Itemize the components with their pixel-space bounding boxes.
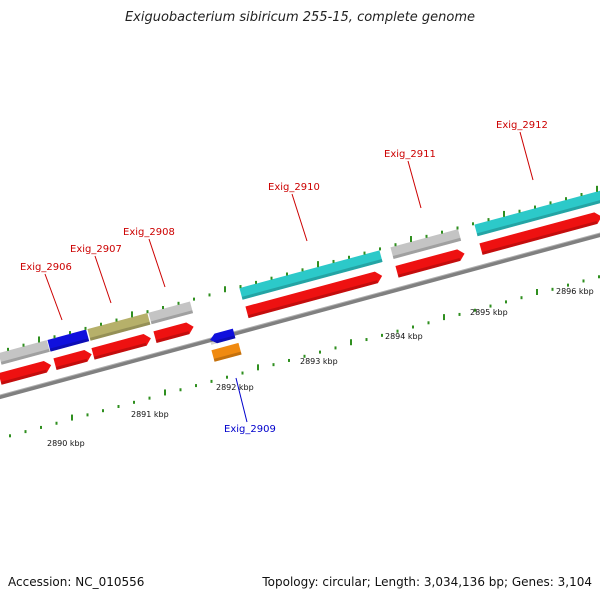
cds-arrow-3[interactable]	[91, 332, 152, 360]
cds-arrow-1[interactable]	[0, 359, 53, 385]
cyan-gene-bar-2-shade	[476, 199, 600, 237]
cds-arrow-6[interactable]	[395, 248, 466, 278]
grey-gene-bar-3-shade	[392, 237, 462, 259]
blue-gene-bar[interactable]	[47, 329, 90, 352]
cds-arrow-2[interactable]	[53, 348, 93, 370]
leader-line-exig_2908	[148, 238, 166, 288]
cds-arrow-2-shade	[55, 358, 88, 370]
cds-arrow-4-shade	[155, 331, 190, 343]
olive-gene-bar-shape	[87, 313, 151, 341]
leader-line-exig_2906	[44, 273, 63, 321]
gene-label-exig_2906[interactable]: Exig_2906	[20, 262, 72, 273]
genome-backbone	[0, 232, 600, 400]
leader-line-exig_2910	[291, 193, 308, 242]
gene-label-exig_2909[interactable]: Exig_2909	[224, 424, 276, 435]
genome-summary-text: Topology: circular; Length: 3,034,136 bp…	[262, 575, 592, 589]
cds-arrow-3-shape	[91, 334, 151, 360]
grey-gene-bar-2-shape	[148, 301, 194, 325]
orange-gene-bar-shade	[213, 351, 242, 362]
kbp-label-7: 2896 kbp	[556, 287, 594, 296]
cds-arrow-5-shape	[245, 271, 383, 319]
reverse-blue-arrow[interactable]	[209, 328, 236, 345]
reverse-blue-arrow-shade	[210, 335, 236, 345]
cyan-gene-bar-2[interactable]	[474, 190, 600, 237]
gene-label-exig_2910[interactable]: Exig_2910	[268, 182, 320, 193]
kbp-label-1: 2890 kbp	[47, 439, 85, 448]
leader-line-exig_2907	[94, 255, 112, 304]
cds-arrow-7-shape	[479, 212, 600, 255]
olive-gene-bar-shade	[89, 321, 151, 341]
kbp-label-3: 2892 kbp	[216, 383, 254, 392]
map-title: Exiguobacterium sibiricum 255-15, comple…	[124, 10, 476, 25]
cds-arrow-6-shape	[395, 249, 465, 278]
kbp-label-6: 2895 kbp	[470, 308, 508, 317]
grey-gene-bar-1-shade	[0, 348, 50, 365]
cyan-gene-bar-1-shape	[239, 250, 383, 300]
grey-gene-bar-3[interactable]	[390, 229, 462, 259]
kbp-label-5: 2894 kbp	[385, 332, 423, 341]
orange-gene-bar[interactable]	[211, 342, 242, 362]
cds-arrow-4-shape	[153, 322, 194, 343]
kbp-label-2: 2891 kbp	[131, 410, 169, 419]
gene-label-exig_2907[interactable]: Exig_2907	[70, 244, 122, 255]
orange-gene-bar-shape	[211, 342, 242, 362]
leader-line-exig_2912	[519, 131, 534, 181]
cds-arrow-7[interactable]	[479, 211, 600, 255]
grey-gene-bar-3-shape	[390, 229, 462, 259]
cds-arrow-5[interactable]	[245, 270, 383, 319]
cyan-gene-bar-2-shape	[474, 190, 600, 237]
cds-arrow-2-shape	[53, 350, 92, 370]
cds-arrow-3-shade	[93, 342, 147, 360]
gene-label-exig_2912[interactable]: Exig_2912	[496, 120, 548, 131]
cds-arrow-5-shade	[247, 280, 378, 319]
accession-text: Accession: NC_010556	[8, 575, 145, 589]
leader-line-exig_2911	[407, 160, 422, 209]
grey-gene-bar-2[interactable]	[148, 301, 194, 325]
gene-label-exig_2911[interactable]: Exig_2911	[384, 149, 436, 160]
cds-arrow-1-shade	[0, 369, 47, 385]
cds-arrow-4[interactable]	[153, 321, 195, 343]
cyan-gene-bar-1-shade	[241, 259, 383, 300]
blue-gene-bar-shade	[49, 338, 90, 352]
olive-gene-bar[interactable]	[87, 313, 151, 341]
cyan-gene-bar-1[interactable]	[239, 250, 383, 300]
grey-gene-bar-1[interactable]	[0, 340, 50, 365]
leader-line-exig_2909	[235, 377, 248, 423]
cds-arrow-7-shade	[481, 221, 598, 255]
cds-arrow-6-shade	[397, 258, 461, 278]
blue-gene-bar-shape	[47, 329, 90, 352]
grey-gene-bar-1-shape	[0, 340, 50, 365]
reverse-blue-arrow-shape	[210, 328, 236, 344]
gene-label-exig_2908[interactable]: Exig_2908	[123, 227, 175, 238]
grey-gene-bar-2-shade	[150, 310, 194, 325]
kbp-label-4: 2893 kbp	[300, 357, 338, 366]
cds-arrow-1-shape	[0, 360, 52, 385]
genome-backbone-highlight	[0, 232, 600, 396]
